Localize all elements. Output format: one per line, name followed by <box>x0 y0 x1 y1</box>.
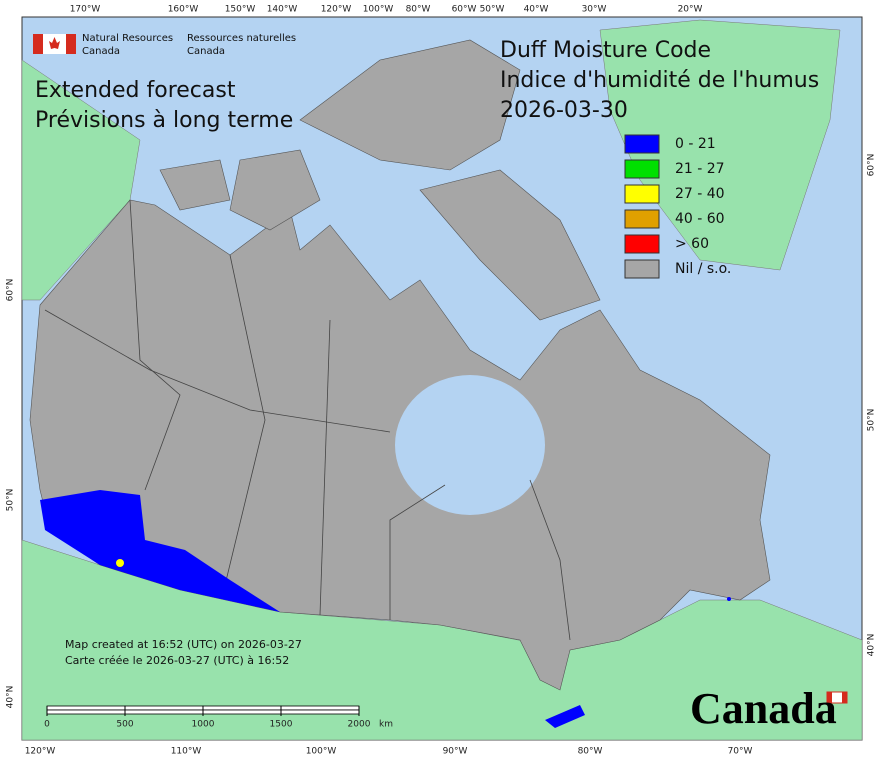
logo-text: Canada <box>187 46 225 57</box>
legend-label: 0 - 21 <box>675 136 716 152</box>
graticule-label: 150°W <box>225 5 256 15</box>
scale-segment <box>202 705 282 711</box>
graticule-label: 40°W <box>524 5 549 15</box>
boundaries <box>44 309 391 433</box>
note: Carte créée le 2026-03-27 (UTC) à 16:52 <box>65 654 289 667</box>
graticule-label: 60°N <box>6 279 16 302</box>
legend-swatch <box>624 159 660 179</box>
graticule-label: 60°N <box>867 154 877 177</box>
boundaries <box>129 199 181 491</box>
wordmark-flag <box>827 692 832 703</box>
boundaries <box>224 254 266 586</box>
scale-segment <box>280 709 360 715</box>
forecast-area <box>545 705 585 728</box>
graticule-label: 140°W <box>267 5 298 15</box>
scale-label: 2000 <box>348 720 371 730</box>
scale-segment <box>124 705 204 711</box>
title-date: 2026-03-30 <box>500 98 628 123</box>
graticule-label: 80°W <box>578 747 603 757</box>
legend-label: > 60 <box>675 236 709 252</box>
graticule-label: 20°W <box>678 5 703 15</box>
graticule-label: 50°W <box>480 5 505 15</box>
boundaries <box>319 319 331 616</box>
subtitle: Extended forecast <box>35 78 236 103</box>
arctic-island <box>159 159 231 211</box>
legend-swatch <box>624 259 660 279</box>
wordmark-flag <box>842 692 847 703</box>
maple-leaf <box>49 37 60 49</box>
graticule-label: 170°W <box>70 5 101 15</box>
graticule-label: 60°W <box>452 5 477 15</box>
basemap <box>21 19 863 741</box>
graticule-label: 110°W <box>171 747 202 757</box>
legend-label: 27 - 40 <box>675 186 725 202</box>
logo-text: Ressources naturelles <box>187 33 296 44</box>
canada-wordmark: Canada <box>690 684 837 733</box>
scale-segment <box>202 709 282 715</box>
graticule-label: 120°W <box>25 747 56 757</box>
logo-text: Natural Resources <box>82 33 173 44</box>
legend-label: 21 - 27 <box>675 161 725 177</box>
title: Duff Moisture Code <box>500 38 711 63</box>
scale-segment <box>46 709 126 715</box>
forecast-area <box>727 597 731 601</box>
legend-swatch <box>624 184 660 204</box>
scale-label: 0 <box>44 720 50 730</box>
scale-label: 1000 <box>192 720 215 730</box>
hudson-bay <box>395 375 545 515</box>
graticule-label: 50°N <box>6 489 16 512</box>
graticule-label: 100°W <box>306 747 337 757</box>
forecast-area <box>116 559 124 567</box>
graticule-label: 160°W <box>168 5 199 15</box>
scale-segment <box>280 705 360 711</box>
graticule-label: 40°N <box>867 634 877 657</box>
flag-bar <box>66 34 76 54</box>
scale-segment <box>124 709 204 715</box>
forecast-area <box>40 490 280 612</box>
graticule-label: 40°N <box>6 686 16 709</box>
graticule-label: 100°W <box>363 5 394 15</box>
subtitle: Prévisions à long terme <box>35 108 293 133</box>
wordmark: Canada <box>690 684 848 733</box>
greenland <box>599 19 841 271</box>
logo: Natural Resources Canada Ressources natu… <box>33 33 296 57</box>
scale-segment <box>46 705 126 711</box>
graticule-label: 90°W <box>443 747 468 757</box>
legend-swatch <box>624 134 660 154</box>
arctic-island <box>419 169 601 321</box>
scale-unit: km <box>379 720 393 730</box>
boundaries <box>389 484 446 620</box>
title: Indice d'humidité de l'humus <box>500 68 819 93</box>
legend-label: Nil / s.o. <box>675 261 731 277</box>
graticule-label: 30°W <box>582 5 607 15</box>
boundaries <box>529 479 571 641</box>
graticule-label: 70°W <box>728 747 753 757</box>
graticule-label: 80°W <box>406 5 431 15</box>
scale-label: 500 <box>116 720 133 730</box>
legend-swatch <box>624 234 660 254</box>
logo-text: Canada <box>82 46 120 57</box>
graticule-label: 120°W <box>321 5 352 15</box>
graticule-label: 50°N <box>867 409 877 432</box>
note: Map created at 16:52 (UTC) on 2026-03-27 <box>65 638 302 651</box>
arctic-island <box>299 39 521 171</box>
flag-bar <box>33 34 43 54</box>
alaska <box>21 59 141 301</box>
legend-swatch <box>624 209 660 229</box>
scale-label: 1500 <box>270 720 293 730</box>
legend-label: 40 - 60 <box>675 211 725 227</box>
arctic-island <box>229 149 321 231</box>
